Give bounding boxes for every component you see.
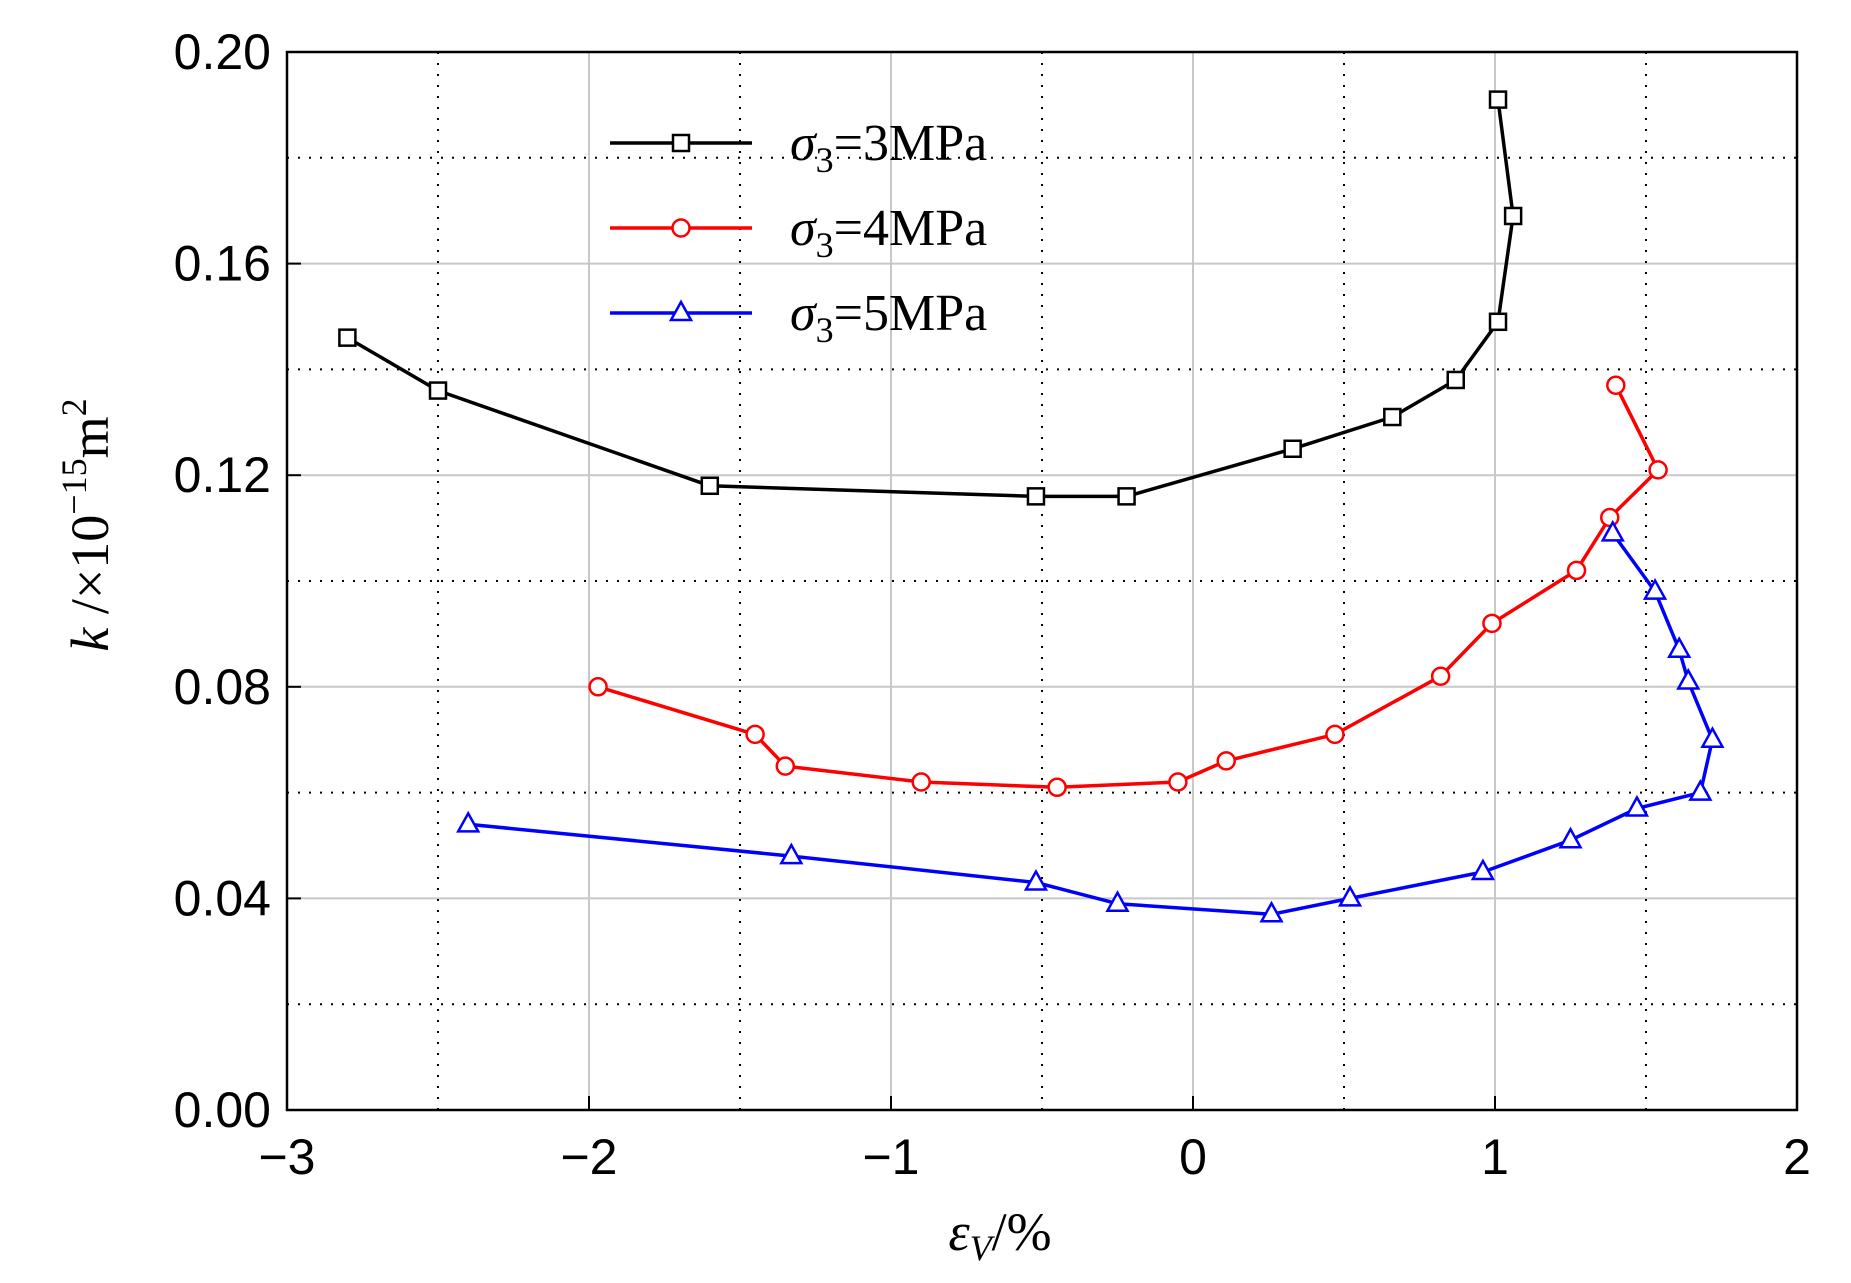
y-tick-label: 0.16 [174,236,271,292]
legend-subscript: 3 [816,310,834,350]
series-3 [456,519,1725,923]
data-point [1105,890,1130,912]
data-point [1600,519,1625,542]
data-point [911,772,931,792]
data-point [1117,487,1136,506]
legend-symbol: σ [790,285,818,342]
y-axis-label: k /×10−15m2 [54,398,120,651]
data-point [1026,487,1046,506]
data-point [1488,90,1508,109]
data-point [1337,884,1363,907]
x-axis-subscript: V [970,1228,996,1268]
y-axis-exponent: −15 [54,458,94,514]
data-point [1642,578,1668,600]
data-point [1482,613,1502,634]
data-point [1600,507,1620,528]
legend-value: =4MPa [834,200,988,257]
data-point [1503,206,1523,226]
series-2 [588,375,1668,798]
x-tick-label: −1 [862,1129,919,1185]
x-axis-symbol: ε [948,1202,970,1262]
data-point [1216,751,1236,771]
y-tick-label: 0.20 [174,24,271,80]
data-point [1446,370,1465,390]
data-point [700,476,720,496]
legend-marker [671,218,691,238]
legend-value: =5MPa [834,285,988,342]
legend-label: σ3=3MPa [790,115,987,180]
y-tick-label: 0.12 [174,447,271,503]
axis-ticks [286,51,1798,1111]
data-point [1624,794,1650,817]
data-point [1558,826,1583,849]
plot-area-frame [285,50,1799,1112]
data-point [1023,868,1049,891]
y-tick-label: 0.04 [174,870,271,926]
legend-item-3: σ3=5MPa [610,285,987,350]
series-layer [338,90,1725,923]
data-point [456,810,481,833]
data-point [745,724,765,745]
x-tick-label: 1 [1481,1129,1509,1185]
data-point [1606,375,1626,396]
x-tick-label: 0 [1179,1129,1207,1185]
legend-label: σ3=5MPa [790,285,987,350]
legend-marker [671,133,691,153]
legend-symbol: σ [790,115,818,172]
legend-item-1: σ3=3MPa [610,115,987,180]
legend-subscript: 3 [816,225,834,265]
data-point [1566,560,1587,581]
legend-label: σ3=4MPa [790,200,987,265]
x-axis-unit: /% [992,1202,1052,1262]
data-point [338,328,357,347]
x-tick-label: −3 [258,1129,315,1185]
x-tick-labels: −3 −2 −1 0 1 2 [258,1129,1810,1185]
major-grid [287,52,1797,1110]
y-tick-label: 0.08 [174,659,271,715]
data-point [1648,460,1668,480]
data-point [588,677,608,697]
y-tick-labels: 0.00 0.04 0.08 0.12 0.16 0.20 [174,24,271,1138]
data-point [1259,900,1284,923]
data-point [1383,407,1402,427]
data-point [1168,772,1188,792]
y-axis-unit-m: m [60,416,120,458]
series-line [468,532,1715,917]
x-axis-label: εV/% [948,1202,1051,1268]
series-1 [338,90,1523,506]
x-tick-label: −2 [560,1129,617,1185]
legend-value: =3MPa [834,115,988,172]
data-point [1283,439,1302,458]
data-point [428,381,448,400]
data-point [1488,312,1508,332]
data-point [1430,666,1451,686]
data-point [779,842,804,865]
data-point [1688,779,1713,801]
legend-marker [668,299,694,322]
legend-subscript: 3 [816,140,834,180]
series-line [597,384,1660,790]
data-point [1470,858,1496,881]
y-tick-label: 0.00 [174,1082,271,1138]
data-point [775,756,796,776]
data-point [1667,636,1692,659]
legend-item-2: σ3=4MPa [610,200,987,265]
minor-grid [287,52,1797,1110]
x-tick-label: 2 [1783,1129,1811,1185]
y-axis-symbol: k [60,627,120,652]
data-point [1325,724,1345,745]
y-axis-unit: /×10 [60,515,120,628]
legend-symbol: σ [790,200,818,257]
y-axis-exponent-2: 2 [54,398,94,416]
data-point [1676,667,1701,690]
data-point [1047,777,1067,798]
data-point [1700,726,1725,748]
